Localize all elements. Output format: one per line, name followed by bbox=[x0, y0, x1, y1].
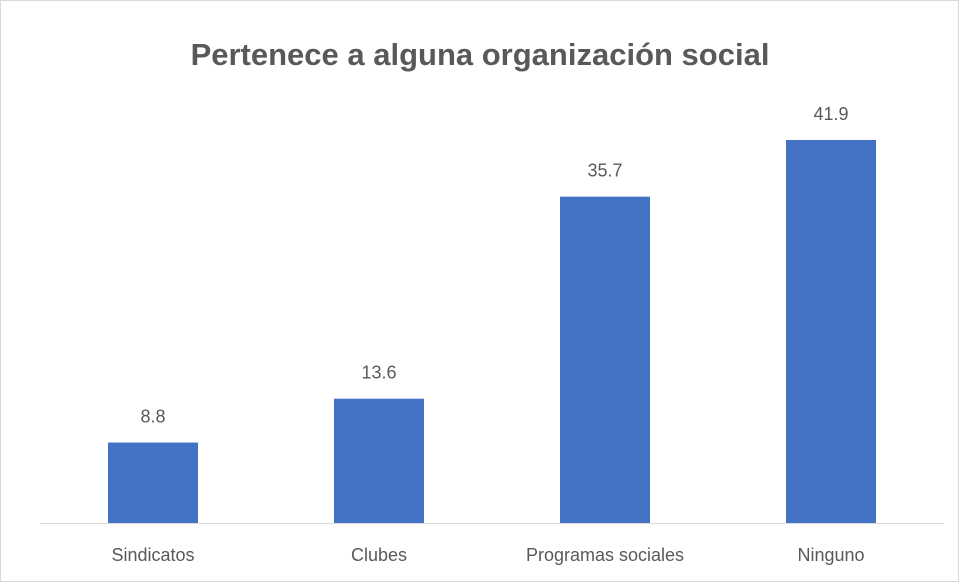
data-label: 35.7 bbox=[587, 160, 622, 180]
bar bbox=[786, 140, 876, 523]
x-tick-label: Ninguno bbox=[797, 545, 864, 565]
chart-title: Pertenece a alguna organización social bbox=[191, 37, 770, 72]
bar bbox=[560, 196, 650, 523]
data-label: 8.8 bbox=[140, 406, 165, 426]
bar bbox=[334, 398, 424, 523]
x-tick-label: Clubes bbox=[351, 545, 407, 565]
x-tick-label: Programas sociales bbox=[526, 545, 684, 565]
bar bbox=[108, 442, 198, 523]
data-label: 13.6 bbox=[361, 362, 396, 382]
data-label: 41.9 bbox=[813, 104, 848, 124]
x-tick-label: Sindicatos bbox=[111, 545, 194, 565]
